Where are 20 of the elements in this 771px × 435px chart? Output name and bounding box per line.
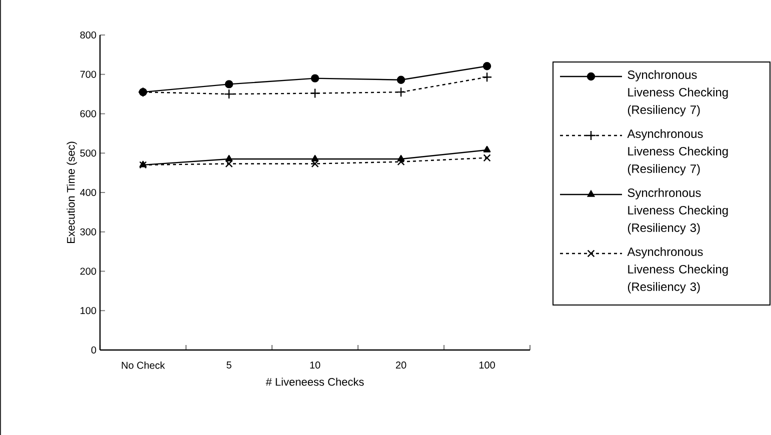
y-tick-label: 300 bbox=[80, 228, 96, 236]
y-tick-label: 100 bbox=[80, 307, 96, 314]
text: Asynchronous Liveness Checking (Resiliency 7) bbox=[627, 129, 728, 176]
text: Asynchronous Liveness Checking (Resiliency 3) bbox=[627, 247, 728, 294]
x-tick-label: 10 bbox=[310, 362, 320, 369]
y-tick-label: 200 bbox=[80, 268, 96, 275]
y-tick-label: 500 bbox=[80, 150, 96, 157]
x-tick-label: 5 bbox=[226, 362, 232, 368]
y-tick-label: 0 bbox=[91, 346, 96, 354]
y-tick-label: 400 bbox=[80, 188, 96, 196]
y-tick-label: 700 bbox=[80, 70, 96, 78]
text: Synchronous Liveness Checking (Resiliency 7) bbox=[628, 70, 728, 116]
y-axis-title: Execution Time (sec) bbox=[66, 142, 77, 244]
x-tick-label: 100 bbox=[479, 362, 495, 369]
y-tick-label: 600 bbox=[80, 110, 96, 118]
y-tick-label: 800 bbox=[80, 31, 96, 39]
text: Syncrhronous Liveness Checking (Resiliency 3) bbox=[628, 188, 728, 234]
x-tick-label: No Check bbox=[122, 362, 165, 369]
x-axis-title: # Liveneess Checks bbox=[266, 378, 364, 386]
x-tick-label: 20 bbox=[396, 362, 406, 369]
